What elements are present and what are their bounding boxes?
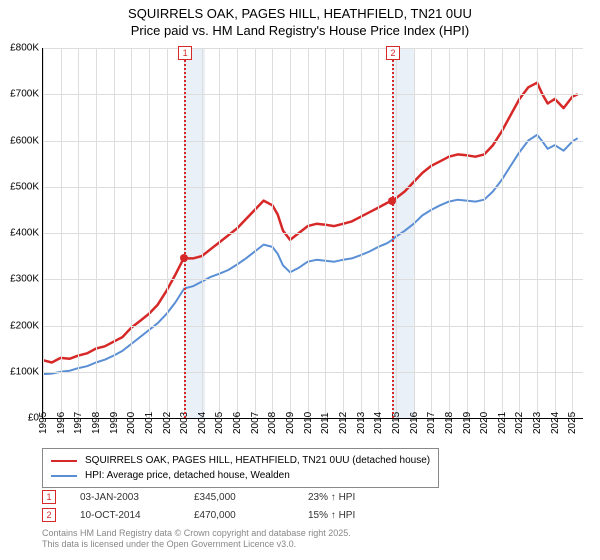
y-axis-label: £500K bbox=[10, 181, 39, 192]
x-axis-label: 2001 bbox=[144, 412, 155, 434]
x-axis-label: 2021 bbox=[497, 412, 508, 434]
series-hpi bbox=[43, 135, 578, 374]
title-line-2: Price paid vs. HM Land Registry's House … bbox=[0, 23, 600, 40]
x-axis-label: 2009 bbox=[285, 412, 296, 434]
x-axis-label: 1997 bbox=[73, 412, 84, 434]
x-axis-label: 2004 bbox=[197, 412, 208, 434]
x-axis-label: 2002 bbox=[162, 412, 173, 434]
x-axis-label: 2024 bbox=[550, 412, 561, 434]
legend-box: SQUIRRELS OAK, PAGES HILL, HEATHFIELD, T… bbox=[42, 448, 439, 488]
series-price_paid bbox=[43, 83, 578, 363]
x-axis-label: 2020 bbox=[479, 412, 490, 434]
event-index-box: 1 bbox=[42, 490, 56, 504]
event-marker: 2 bbox=[386, 46, 400, 60]
x-axis-label: 2014 bbox=[373, 412, 384, 434]
legend-label: HPI: Average price, detached house, Weal… bbox=[85, 468, 290, 483]
x-axis-label: 2007 bbox=[250, 412, 261, 434]
x-axis-label: 2008 bbox=[267, 412, 278, 434]
event-delta: 15% ↑ HPI bbox=[308, 510, 398, 521]
legend-row: HPI: Average price, detached house, Weal… bbox=[51, 468, 430, 483]
legend-label: SQUIRRELS OAK, PAGES HILL, HEATHFIELD, T… bbox=[85, 453, 430, 468]
y-axis-label: £800K bbox=[10, 43, 39, 54]
legend-swatch bbox=[51, 475, 77, 477]
event-date: 03-JAN-2003 bbox=[80, 492, 170, 503]
x-axis-label: 1996 bbox=[56, 412, 67, 434]
x-axis-label: 2023 bbox=[532, 412, 543, 434]
event-row: 2 10-OCT-2014 £470,000 15% ↑ HPI bbox=[42, 508, 398, 522]
event-price: £345,000 bbox=[194, 492, 284, 503]
y-axis-label: £600K bbox=[10, 135, 39, 146]
x-axis-label: 2011 bbox=[320, 412, 331, 434]
y-axis-label: £100K bbox=[10, 366, 39, 377]
title-block: SQUIRRELS OAK, PAGES HILL, HEATHFIELD, T… bbox=[0, 0, 600, 40]
chart-container: SQUIRRELS OAK, PAGES HILL, HEATHFIELD, T… bbox=[0, 0, 600, 560]
chart-plot-area: £0£100K£200K£300K£400K£500K£600K£700K£80… bbox=[42, 48, 583, 419]
y-axis-label: £200K bbox=[10, 320, 39, 331]
footer-line: Contains HM Land Registry data © Crown c… bbox=[42, 528, 351, 539]
x-axis-label: 1995 bbox=[38, 412, 49, 434]
x-axis-label: 2017 bbox=[426, 412, 437, 434]
x-axis-label: 2010 bbox=[303, 412, 314, 434]
y-axis-label: £300K bbox=[10, 274, 39, 285]
x-axis-label: 1999 bbox=[109, 412, 120, 434]
x-axis-label: 2012 bbox=[338, 412, 349, 434]
x-axis-label: 2006 bbox=[232, 412, 243, 434]
x-axis-label: 2022 bbox=[514, 412, 525, 434]
footer-note: Contains HM Land Registry data © Crown c… bbox=[42, 528, 351, 551]
title-line-1: SQUIRRELS OAK, PAGES HILL, HEATHFIELD, T… bbox=[0, 6, 600, 23]
event-index-box: 2 bbox=[42, 508, 56, 522]
x-axis-label: 2005 bbox=[214, 412, 225, 434]
legend-swatch bbox=[51, 460, 77, 462]
event-marker: 1 bbox=[178, 46, 192, 60]
x-axis-label: 2000 bbox=[126, 412, 137, 434]
event-row: 1 03-JAN-2003 £345,000 23% ↑ HPI bbox=[42, 490, 398, 504]
x-axis-label: 2018 bbox=[444, 412, 455, 434]
event-price: £470,000 bbox=[194, 510, 284, 521]
footer-line: This data is licensed under the Open Gov… bbox=[42, 539, 351, 550]
event-date: 10-OCT-2014 bbox=[80, 510, 170, 521]
x-axis-label: 2016 bbox=[409, 412, 420, 434]
events-table: 1 03-JAN-2003 £345,000 23% ↑ HPI 2 10-OC… bbox=[42, 490, 398, 526]
x-axis-label: 2013 bbox=[356, 412, 367, 434]
x-axis-label: 1998 bbox=[91, 412, 102, 434]
y-axis-label: £400K bbox=[10, 228, 39, 239]
x-axis-label: 2019 bbox=[462, 412, 473, 434]
x-axis-label: 2025 bbox=[567, 412, 578, 434]
event-delta: 23% ↑ HPI bbox=[308, 492, 398, 503]
legend-row: SQUIRRELS OAK, PAGES HILL, HEATHFIELD, T… bbox=[51, 453, 430, 468]
y-axis-label: £700K bbox=[10, 89, 39, 100]
